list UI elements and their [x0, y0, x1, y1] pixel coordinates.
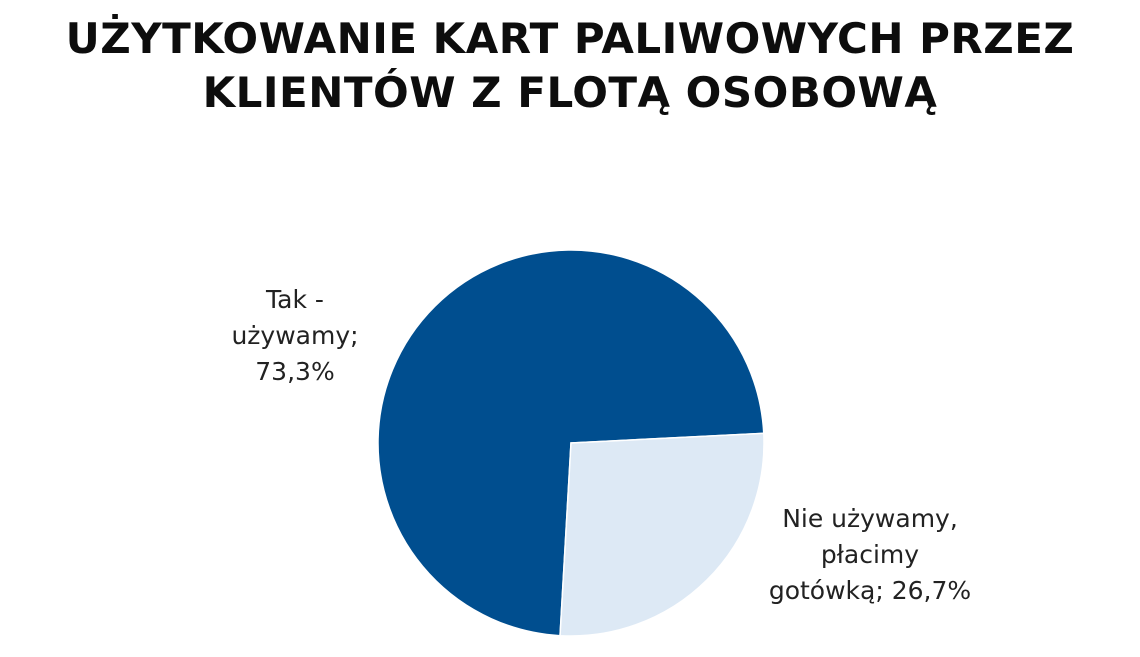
slice-label-value: 73,3% — [255, 357, 335, 386]
slice-label-line: Tak - — [266, 285, 324, 314]
slice-label-value: gotówką; 26,7% — [768, 576, 972, 605]
chart-title-line-1: UŻYTKOWANIE KART PALIWOWYCH PRZEZ — [65, 14, 1075, 63]
slice-label-nie-uzywamy: Nie używamy, płacimy gotówką; 26,7% — [735, 501, 1005, 609]
slice-label-line: Nie używamy, — [782, 504, 958, 533]
slice-label-line: płacimy — [820, 540, 920, 569]
slice-label-tak-uzywamy: Tak - używamy; 73,3% — [205, 282, 385, 390]
pie-slice-nie-uzywamy — [559, 432, 765, 637]
slice-label-line: używamy; — [231, 321, 359, 350]
chart-title: UŻYTKOWANIE KART PALIWOWYCH PRZEZ KLIENT… — [0, 12, 1140, 120]
chart-title-line-2: KLIENTÓW Z FLOTĄ OSOBOWĄ — [202, 68, 938, 117]
